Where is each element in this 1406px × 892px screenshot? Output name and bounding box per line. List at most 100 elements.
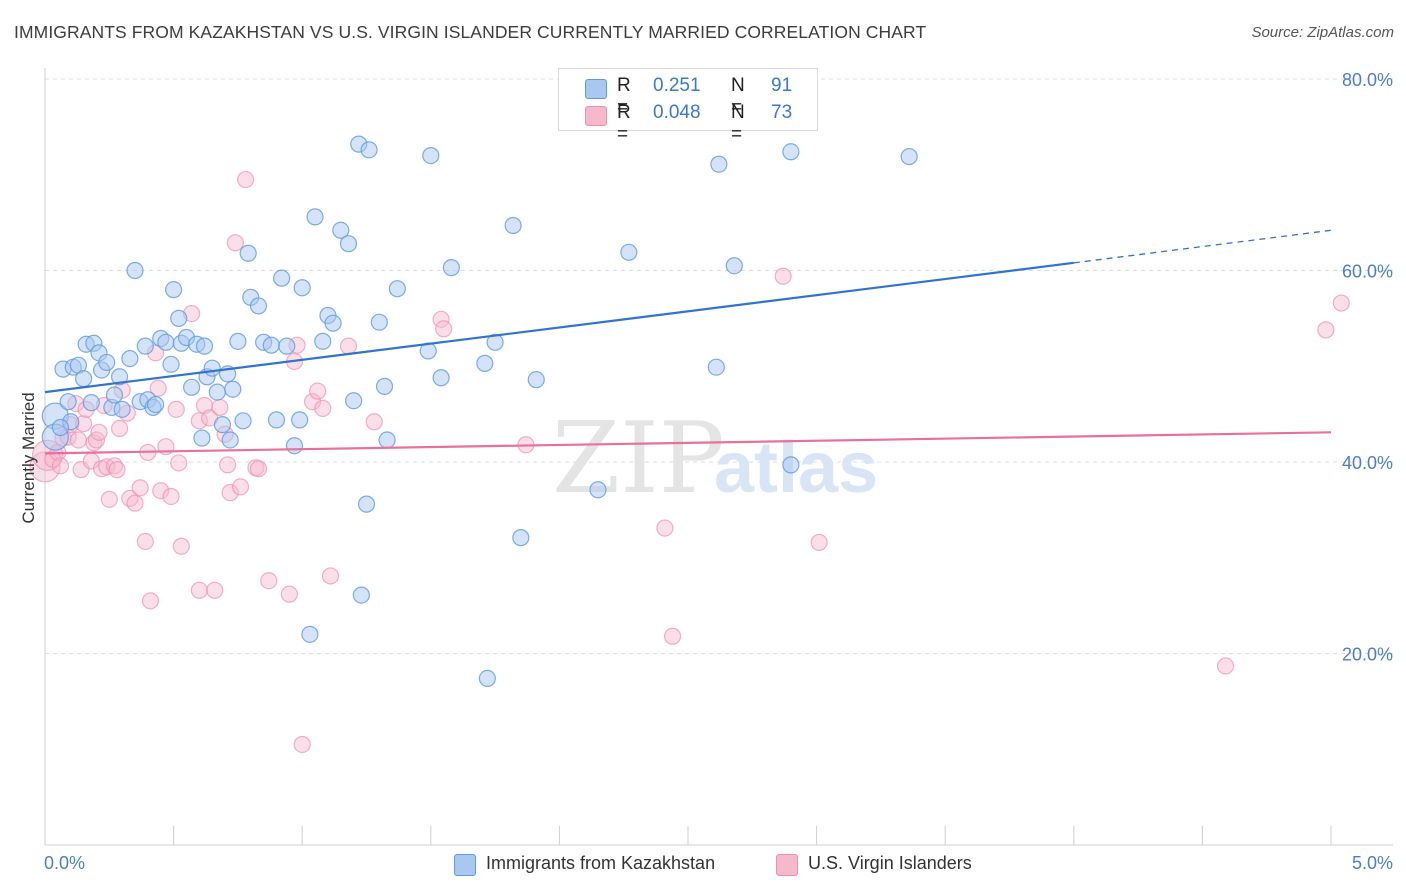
- data-point-blue: [59, 393, 77, 411]
- data-point-pink: [237, 170, 255, 189]
- legend-swatch-pink: [776, 854, 798, 876]
- trend-line-blue-extension: [1073, 229, 1332, 264]
- data-point-blue: [285, 437, 304, 455]
- data-point-blue: [710, 155, 728, 173]
- data-point-blue: [170, 309, 188, 327]
- data-point-blue: [589, 481, 607, 499]
- data-point-blue: [105, 386, 124, 404]
- data-point-blue: [332, 221, 350, 239]
- data-point-pink: [309, 382, 327, 400]
- data-point-blue: [442, 259, 460, 277]
- y-tick-label: 80.0%: [1342, 70, 1393, 90]
- data-point-blue: [360, 141, 378, 159]
- data-point-blue: [136, 337, 154, 355]
- data-point-pink: [108, 461, 126, 479]
- trend-lines: [44, 229, 1332, 455]
- stats-swatch-blue: [585, 79, 607, 99]
- data-point-blue: [183, 378, 201, 396]
- data-point-pink: [1332, 294, 1350, 312]
- data-point-blue: [74, 370, 93, 388]
- data-point-pink: [260, 572, 278, 590]
- data-point-pink: [190, 581, 208, 599]
- stats-n-value: 91: [771, 75, 793, 96]
- data-point-blue: [486, 333, 504, 351]
- data-point-pink: [280, 585, 298, 603]
- data-point-blue: [378, 431, 396, 449]
- data-point-pink: [190, 412, 208, 430]
- data-point-pink: [321, 567, 340, 585]
- legend-label: Immigrants from Kazakhstan: [486, 853, 716, 873]
- stats-swatch-pink: [585, 106, 607, 126]
- data-point-pink: [131, 479, 149, 497]
- data-point-blue: [98, 353, 116, 372]
- data-point-pink: [211, 398, 229, 417]
- x-tick-label: 0.0%: [44, 853, 85, 873]
- legend: Immigrants from Kazakhstan U.S. Virgin I…: [0, 852, 1406, 878]
- data-point-blue: [121, 349, 139, 368]
- data-point-blue: [345, 392, 363, 410]
- data-point-blue: [388, 280, 406, 298]
- data-point-blue: [476, 354, 494, 372]
- data-point-blue: [504, 216, 522, 235]
- data-point-pink: [365, 413, 383, 431]
- data-point-blue: [293, 279, 311, 297]
- data-point-blue: [357, 495, 376, 513]
- data-point-blue: [126, 261, 144, 280]
- data-point-pink: [1317, 321, 1335, 339]
- watermark-zip: ZIP: [552, 402, 725, 516]
- data-point-pink: [293, 735, 311, 754]
- data-point-blue: [208, 383, 226, 401]
- data-point-pink: [435, 320, 453, 338]
- y-axis-title: Currently Married: [19, 392, 38, 523]
- watermark: ZIP atlas: [552, 402, 878, 516]
- data-point-blue: [51, 418, 70, 437]
- data-point-pink: [303, 393, 322, 411]
- data-point-blue: [352, 586, 370, 604]
- data-point-pink: [110, 419, 129, 438]
- data-point-pink: [339, 337, 358, 355]
- stats-n-label: N =: [731, 75, 745, 118]
- data-point-blue: [370, 313, 388, 331]
- data-point-blue: [339, 235, 358, 253]
- source-note: Source: ZipAtlas.com: [1251, 24, 1394, 41]
- y-tick-label: 60.0%: [1342, 262, 1393, 282]
- data-point-blue: [273, 269, 291, 287]
- data-point-blue: [162, 355, 180, 373]
- data-point-blue: [782, 143, 800, 161]
- data-point-pink: [810, 533, 828, 552]
- trend-line-pink: [44, 431, 1332, 455]
- data-point-blue: [291, 411, 309, 429]
- data-point-blue: [527, 371, 545, 389]
- chart-title: IMMIGRANTS FROM KAZAKHSTAN VS U.S. VIRGI…: [14, 22, 927, 42]
- data-point-pink: [221, 484, 239, 502]
- data-point-blue: [157, 333, 175, 351]
- trend-line-blue: [44, 261, 1074, 394]
- data-point-blue: [146, 395, 165, 414]
- data-point-blue: [301, 625, 319, 643]
- data-point-blue: [422, 147, 440, 165]
- data-point-blue: [478, 669, 496, 687]
- data-point-pink: [162, 487, 180, 506]
- data-point-pink: [170, 454, 188, 472]
- data-point-blue: [195, 337, 214, 355]
- data-point-blue: [314, 332, 332, 350]
- data-point-pink: [141, 592, 160, 610]
- stats-r-label: R =: [617, 102, 631, 145]
- data-point-pink: [121, 489, 139, 507]
- stats-r-value: 0.048: [653, 102, 701, 123]
- legend-swatch-blue: [454, 854, 476, 876]
- data-point-pink: [231, 478, 250, 496]
- data-point-blue: [782, 456, 800, 474]
- data-point-blue: [234, 412, 252, 430]
- data-point-pink: [663, 627, 682, 645]
- data-point-blue: [113, 400, 131, 418]
- data-point-pink: [152, 482, 170, 500]
- data-point-blue: [249, 297, 268, 315]
- data-point-blue: [432, 369, 450, 387]
- data-point-blue: [213, 416, 232, 434]
- x-tick-label: 5.0%: [1352, 853, 1393, 873]
- tick-labels: 20.0% 40.0% 60.0% 80.0% 0.0% 5.0%: [44, 70, 1393, 873]
- data-point-pink: [29, 451, 61, 483]
- data-point-pink: [226, 234, 244, 252]
- data-point-blue: [165, 281, 183, 299]
